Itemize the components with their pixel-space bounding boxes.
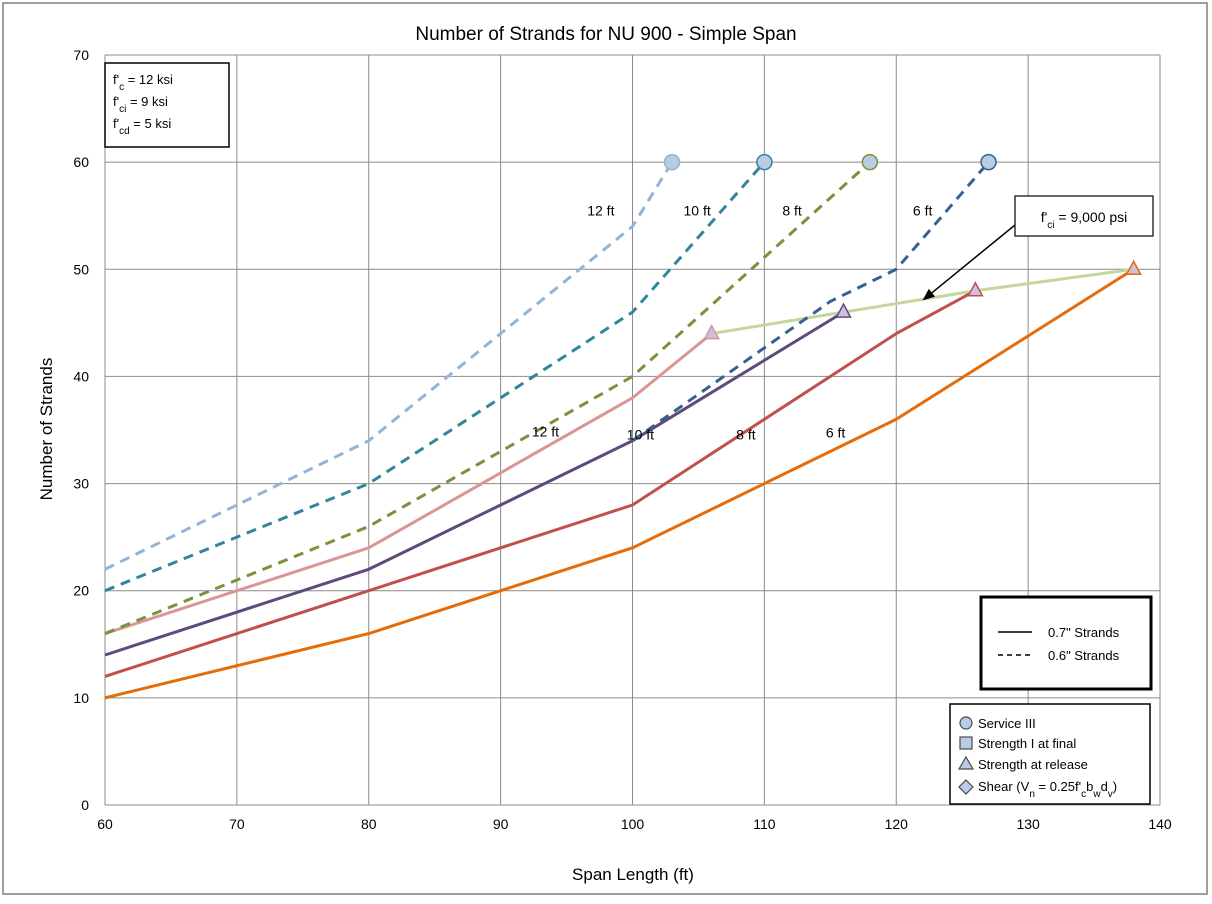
legend-triangle-icon (957, 755, 975, 770)
legend-shear: Shear (Vn = 0.25f'cbwdv) (978, 779, 1117, 800)
series-marker-2 (861, 153, 879, 171)
series-marker-1 (756, 153, 773, 171)
series-line-3 (631, 161, 990, 442)
annotation-arrow (931, 224, 1016, 294)
legend-markers: Service III Strength I at final Strength… (949, 703, 1151, 805)
x-tick-label-6: 120 (885, 816, 909, 832)
series-line-0 (104, 161, 674, 571)
legend-diamond-icon (958, 779, 974, 795)
series-marker-4 (703, 323, 720, 340)
axis-ticks: 60 70 80 90 100 110 120 130 140 0 10 20 30 40 50 60 70 (73, 47, 1171, 832)
annotation-box (1014, 195, 1154, 237)
series-line-4 (104, 332, 713, 635)
legend-label-0-6: 0.6" Strands (1048, 648, 1120, 663)
x-tick-label-0: 60 (97, 816, 113, 832)
y-tick-label-0: 0 (81, 797, 89, 813)
series-line-1 (104, 161, 766, 593)
x-tick-label-2: 80 (361, 816, 377, 832)
x-tick-label-7: 130 (1016, 816, 1040, 832)
x-tick-label-4: 100 (621, 816, 645, 832)
strength-fci: f'ci = 9 ksi (113, 94, 168, 115)
annotation-text: f'ci = 9,000 psi (1041, 209, 1128, 231)
legend-service-iii: Service III (978, 716, 1036, 731)
series-marker-6 (967, 281, 984, 297)
strength-box: f'c = 12 ksi f'ci = 9 ksi f'cd = 5 ksi (104, 62, 230, 148)
line-label-3: 6 ft (913, 203, 933, 219)
legend-lines-box (979, 595, 1153, 691)
y-tick-label-2: 20 (73, 583, 89, 599)
series-line-8 (711, 267, 1134, 336)
line-label-1: 10 ft (683, 203, 710, 219)
series-line-7 (104, 268, 1135, 700)
line-label-7: 6 ft (826, 425, 846, 441)
y-tick-label-4: 40 (73, 368, 89, 384)
x-tick-label-3: 90 (493, 816, 509, 832)
line-labels: 12 ft 10 ft 8 ft 6 ft 12 ft 10 ft 8 ft 6 ft (532, 203, 933, 443)
legend-lines: 0.7" Strands 0.6" Strands (979, 595, 1153, 691)
series-marker-0 (663, 153, 681, 171)
chart-title: Number of Strands for NU 900 - Simple Sp… (415, 24, 796, 45)
strength-fc: f'c = 12 ksi (113, 72, 173, 93)
series-marker-7 (1125, 259, 1142, 276)
legend-circle-icon (959, 716, 973, 730)
y-tick-label-6: 60 (73, 154, 89, 170)
annotation-arrowhead (922, 288, 936, 301)
line-label-4: 12 ft (532, 423, 559, 439)
x-tick-label-5: 110 (753, 816, 776, 832)
legend-markers-box (949, 703, 1151, 805)
line-label-0: 12 ft (587, 203, 614, 219)
annotation: f'ci = 9,000 psi (922, 195, 1154, 301)
series-group (104, 153, 1142, 700)
legend-square-icon (959, 736, 973, 750)
line-label-2: 8 ft (782, 203, 802, 219)
x-tick-label-1: 70 (229, 816, 245, 832)
y-tick-label-7: 70 (73, 47, 89, 63)
legend-strength-release: Strength at release (978, 757, 1088, 772)
strength-fcd: f'cd = 5 ksi (113, 116, 171, 137)
y-tick-label-5: 50 (73, 261, 89, 277)
y-axis-label: Number of Strands (37, 358, 56, 501)
x-tick-label-8: 140 (1148, 816, 1172, 832)
x-axis-label: Span Length (ft) (572, 865, 694, 884)
series-marker-3 (980, 153, 997, 171)
series-line-6 (104, 289, 977, 678)
y-tick-label-1: 10 (73, 690, 89, 706)
line-label-5: 10 ft (627, 427, 654, 443)
legend-strength-final: Strength I at final (978, 736, 1076, 751)
series-line-5 (104, 310, 845, 657)
series-marker-5 (835, 302, 852, 318)
strength-box-frame (104, 62, 230, 148)
line-label-6: 8 ft (736, 427, 756, 443)
legend-label-0-7: 0.7" Strands (1048, 625, 1120, 640)
y-tick-label-3: 30 (73, 476, 89, 492)
series-line-2 (104, 161, 871, 635)
